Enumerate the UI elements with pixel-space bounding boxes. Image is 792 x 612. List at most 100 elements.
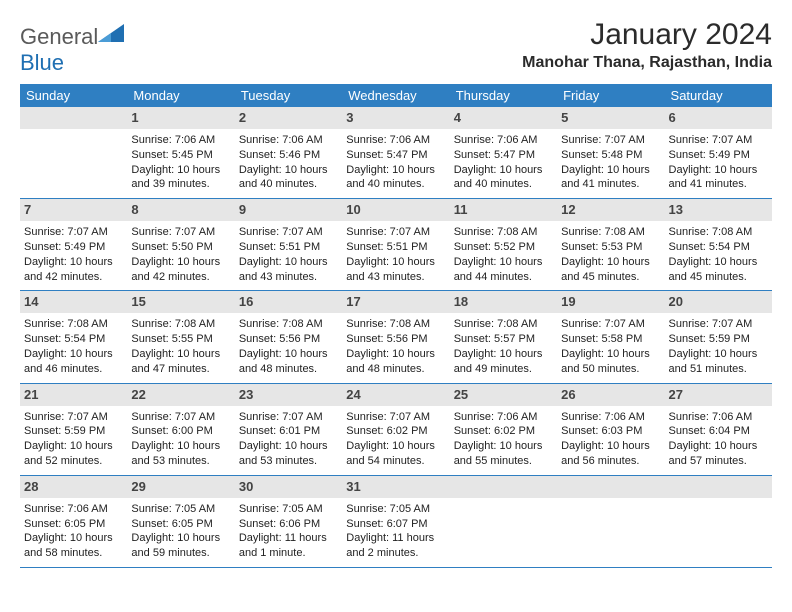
day-content: Sunrise: 7:07 AMSunset: 5:51 PMDaylight:… xyxy=(237,223,340,284)
day-cell: Sunrise: 7:07 AMSunset: 6:00 PMDaylight:… xyxy=(127,406,234,476)
sunset-text: Sunset: 5:57 PM xyxy=(454,332,553,347)
sunset-text: Sunset: 5:58 PM xyxy=(561,332,660,347)
content-row: Sunrise: 7:08 AM Sunset: 5:54 PM Daylight:… xyxy=(20,313,772,383)
daylight-text: Daylight: 10 hours and 42 minutes. xyxy=(24,255,123,285)
sunset-text: Sunset: 6:03 PM xyxy=(561,424,660,439)
day-number: 12 xyxy=(561,202,575,217)
day-number: 31 xyxy=(346,479,360,494)
daynum-cell: 23 xyxy=(235,383,342,405)
sunrise-text: Sunrise: 7:06 AM xyxy=(346,133,445,148)
day-number: 25 xyxy=(454,387,468,402)
day-number: 3 xyxy=(346,110,353,125)
sunrise-text: Sunrise: 7:07 AM xyxy=(24,410,123,425)
daynum-cell: 31 xyxy=(342,475,449,497)
day-content: Sunrise: 7:06 AMSunset: 6:03 PMDaylight:… xyxy=(559,408,662,469)
sunset-text: Sunset: 5:56 PM xyxy=(239,332,338,347)
daylight-text: Daylight: 10 hours and 45 minutes. xyxy=(561,255,660,285)
day-content: Sunrise: 7:06 AMSunset: 5:47 PMDaylight:… xyxy=(344,131,447,192)
content-row: Sunrise: 7:07 AMSunset: 5:49 PMDaylight:… xyxy=(20,221,772,291)
day-number: 13 xyxy=(669,202,683,217)
sunset-text: Sunset: 6:07 PM xyxy=(346,517,445,532)
sunrise-text: Sunrise: 7:08 AM xyxy=(346,317,445,332)
day-cell: Sunrise: 7:07 AMSunset: 6:01 PMDaylight:… xyxy=(235,406,342,476)
sunrise-text: Sunrise: 7:05 AM xyxy=(239,502,338,517)
daylight-text: Daylight: 10 hours and 48 minutes. xyxy=(346,347,445,377)
day-cell: Sunrise: 7:08 AMSunset: 5:56 PMDaylight:… xyxy=(342,313,449,383)
day-content: Sunrise: 7:06 AMSunset: 5:46 PMDaylight:… xyxy=(237,131,340,192)
day-cell: Sunrise: 7:07 AMSunset: 5:49 PMDaylight:… xyxy=(665,129,772,199)
daynum-cell: 30 xyxy=(235,475,342,497)
daylight-text: Daylight: 10 hours and 40 minutes. xyxy=(346,163,445,193)
daynum-cell: 2 xyxy=(235,107,342,129)
daynum-row: 123456 xyxy=(20,107,772,129)
daylight-text: Daylight: 10 hours and 51 minutes. xyxy=(669,347,768,377)
day-content: Sunrise: 7:07 AMSunset: 5:49 PMDaylight:… xyxy=(22,223,125,284)
sunrise-text: Sunrise: 7:06 AM xyxy=(454,410,553,425)
daylight-text: Daylight: 10 hours and 55 minutes. xyxy=(454,439,553,469)
day-cell: Sunrise: 7:05 AMSunset: 6:06 PMDaylight:… xyxy=(235,498,342,568)
day-number: 16 xyxy=(239,294,253,309)
page-header: GeneralBlue January 2024 Manohar Thana, … xyxy=(20,18,772,76)
sunset-text: Sunset: 5:48 PM xyxy=(561,148,660,163)
day-content: Sunrise: 7:06 AMSunset: 6:05 PMDaylight:… xyxy=(22,500,125,561)
day-cell: Sunrise: 7:06 AMSunset: 5:46 PMDaylight:… xyxy=(235,129,342,199)
sunrise-text: Sunrise: 7:06 AM xyxy=(669,410,768,425)
daynum-cell: 24 xyxy=(342,383,449,405)
daynum-cell: 16 xyxy=(235,291,342,313)
daynum-cell: 13 xyxy=(665,199,772,221)
sunset-text: Sunset: 5:49 PM xyxy=(669,148,768,163)
day-content: Sunrise: 7:05 AMSunset: 6:07 PMDaylight:… xyxy=(344,500,447,561)
sunset-text: Sunset: 5:51 PM xyxy=(346,240,445,255)
day-content: Sunrise: 7:06 AMSunset: 5:45 PMDaylight:… xyxy=(129,131,232,192)
sunrise-text: Sunrise: 7:05 AM xyxy=(346,502,445,517)
day-header: Saturday xyxy=(665,84,772,107)
sunset-text: Sunset: 6:02 PM xyxy=(346,424,445,439)
sunset-text: Sunset: 5:54 PM xyxy=(24,332,123,347)
day-cell: Sunrise: 7:07 AMSunset: 5:58 PMDaylight:… xyxy=(557,313,664,383)
daylight-text: Daylight: 10 hours and 48 minutes. xyxy=(239,347,338,377)
day-content: Sunrise: 7:07 AMSunset: 5:50 PMDaylight:… xyxy=(129,223,232,284)
day-cell: Sunrise: 7:06 AMSunset: 6:02 PMDaylight:… xyxy=(450,406,557,476)
daylight-text: Daylight: 10 hours and 41 minutes. xyxy=(669,163,768,193)
daynum-cell: 7 xyxy=(20,199,127,221)
sunset-text: Sunset: 5:45 PM xyxy=(131,148,230,163)
sunrise-text: Sunrise: 7:07 AM xyxy=(561,317,660,332)
daynum-cell: 17 xyxy=(342,291,449,313)
day-number: 20 xyxy=(669,294,683,309)
daynum-cell: 1 xyxy=(127,107,234,129)
sunrise-text: Sunrise: 7:07 AM xyxy=(346,225,445,240)
daynum-cell: 28 xyxy=(20,475,127,497)
day-content: Sunrise: 7:08 AMSunset: 5:57 PMDaylight:… xyxy=(452,315,555,376)
sunset-text: Sunset: 5:59 PM xyxy=(669,332,768,347)
day-cell: Sunrise: 7:07 AMSunset: 5:49 PMDaylight:… xyxy=(20,221,127,291)
daynum-cell: 6 xyxy=(665,107,772,129)
daynum-cell: 26 xyxy=(557,383,664,405)
sunrise-text: Sunrise: 7:07 AM xyxy=(561,133,660,148)
day-header: Sunday xyxy=(20,84,127,107)
day-content: Sunrise: 7:08 AMSunset: 5:55 PMDaylight:… xyxy=(129,315,232,376)
brand-word2: Blue xyxy=(20,50,64,75)
daynum-cell: 12 xyxy=(557,199,664,221)
daylight-text: Daylight: 10 hours and 45 minutes. xyxy=(669,255,768,285)
daylight-text: Daylight: 10 hours and 40 minutes. xyxy=(454,163,553,193)
sunset-text: Sunset: 6:01 PM xyxy=(239,424,338,439)
day-cell: Sunrise: 7:06 AMSunset: 6:03 PMDaylight:… xyxy=(557,406,664,476)
day-cell: Sunrise: 7:06 AMSunset: 6:04 PMDaylight:… xyxy=(665,406,772,476)
day-number: 21 xyxy=(24,387,38,402)
day-cell: Sunrise: 7:08 AMSunset: 5:57 PMDaylight:… xyxy=(450,313,557,383)
brand-text: GeneralBlue xyxy=(20,24,124,76)
calendar-body: 123456Sunrise: 7:06 AMSunset: 5:45 PMDay… xyxy=(20,107,772,568)
daynum-cell: 3 xyxy=(342,107,449,129)
day-number: 29 xyxy=(131,479,145,494)
sunset-text: Sunset: 5:55 PM xyxy=(131,332,230,347)
day-number: 4 xyxy=(454,110,461,125)
day-cell: Sunrise: 7:07 AMSunset: 5:51 PMDaylight:… xyxy=(235,221,342,291)
day-number: 22 xyxy=(131,387,145,402)
day-cell: Sunrise: 7:07 AMSunset: 5:59 PMDaylight:… xyxy=(665,313,772,383)
day-number: 6 xyxy=(669,110,676,125)
day-cell: Sunrise: 7:06 AMSunset: 5:47 PMDaylight:… xyxy=(450,129,557,199)
daylight-text: Daylight: 10 hours and 50 minutes. xyxy=(561,347,660,377)
content-row: Sunrise: 7:06 AMSunset: 6:05 PMDaylight:… xyxy=(20,498,772,568)
daylight-text: Daylight: 10 hours and 40 minutes. xyxy=(239,163,338,193)
daynum-cell xyxy=(20,107,127,129)
